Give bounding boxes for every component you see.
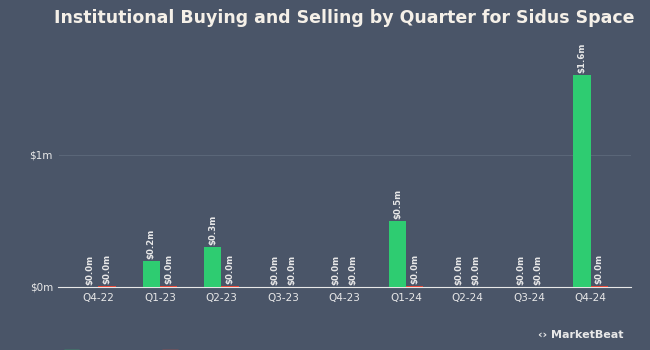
Text: $0.5m: $0.5m [393, 189, 402, 219]
Title: Institutional Buying and Selling by Quarter for Sidus Space: Institutional Buying and Selling by Quar… [54, 8, 635, 27]
Text: $0.0m: $0.0m [472, 255, 480, 285]
Bar [590, 286, 608, 287]
Text: $0.0m: $0.0m [410, 253, 419, 284]
Bar [143, 260, 160, 287]
Text: ‹› MarketBeat: ‹› MarketBeat [538, 329, 624, 340]
Text: $0.0m: $0.0m [226, 253, 235, 284]
Text: $0.0m: $0.0m [270, 255, 279, 285]
Text: $0.0m: $0.0m [454, 255, 463, 285]
Text: $0.2m: $0.2m [147, 228, 156, 259]
Text: $0.0m: $0.0m [332, 255, 341, 285]
Bar [389, 221, 406, 287]
Text: $0.0m: $0.0m [348, 255, 358, 285]
Bar [406, 286, 423, 287]
Bar [99, 286, 116, 287]
Bar [204, 247, 222, 287]
Text: $0.0m: $0.0m [516, 255, 525, 285]
Bar [573, 75, 590, 287]
Bar [160, 286, 177, 287]
Text: $0.0m: $0.0m [533, 255, 542, 285]
Text: $1.6m: $1.6m [577, 43, 586, 73]
Text: $0.0m: $0.0m [85, 255, 94, 285]
Text: $0.0m: $0.0m [164, 253, 173, 284]
Bar [222, 286, 239, 287]
Text: $0.0m: $0.0m [103, 253, 112, 284]
Text: $0.0m: $0.0m [287, 255, 296, 285]
Text: $0.0m: $0.0m [595, 253, 604, 284]
Text: $0.3m: $0.3m [209, 215, 217, 245]
